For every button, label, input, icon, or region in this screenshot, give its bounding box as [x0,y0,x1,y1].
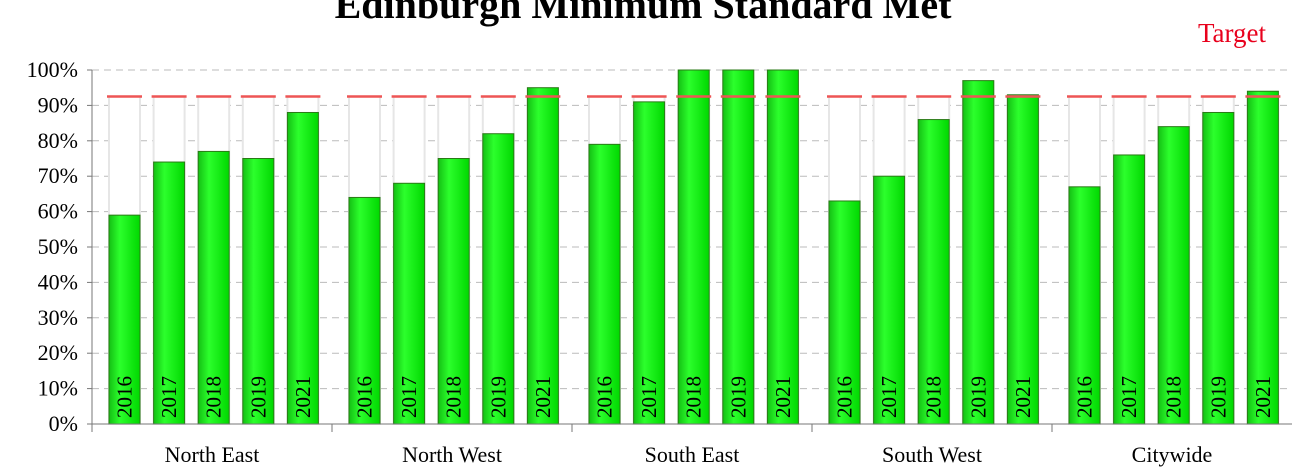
data-bar [526,87,559,425]
year-label: 2018 [922,376,946,418]
year-label: 2019 [486,376,510,418]
y-tick-label: 70% [38,163,78,188]
data-bar [197,150,230,425]
data-bar [153,161,186,425]
category-label: Citywide [1132,442,1213,467]
year-label: 2016 [593,376,617,418]
y-tick-label: 80% [38,128,78,153]
bars [108,69,1279,425]
y-tick-label: 20% [38,340,78,365]
data-bar [242,158,275,425]
year-label: 2018 [682,376,706,418]
year-label: 2017 [157,376,181,418]
year-label: 2018 [442,376,466,418]
data-bar [108,214,141,425]
data-bar [766,69,799,425]
y-tick-label: 30% [38,305,78,330]
year-label: 2017 [397,376,421,418]
category-label: North East [165,442,260,467]
data-bar [962,80,995,425]
data-bar [722,69,755,425]
x-axis: North East North West South East South West… [92,423,1292,467]
chart-title: Edinburgh Minimum Standard Met [335,0,952,27]
y-tick-label: 0% [49,411,78,436]
data-bar [1113,154,1146,425]
data-bar [1068,186,1101,425]
data-bar [1246,90,1279,425]
year-label: 2021 [1011,376,1035,418]
year-label: 2016 [1073,376,1097,418]
category-label: South West [882,442,982,467]
year-label: 2019 [1206,376,1230,418]
y-tick-label: 90% [38,92,78,117]
data-bar [1202,111,1235,425]
y-tick-label: 100% [27,57,78,82]
data-bar [873,175,906,425]
y-tick-label: 50% [38,234,78,259]
y-tick-label: 40% [38,269,78,294]
year-label: 2021 [771,376,795,418]
data-bar [828,200,861,425]
year-label: 2017 [877,376,901,418]
y-tick-label: 60% [38,199,78,224]
data-bar [588,143,621,425]
year-label: 2019 [966,376,990,418]
year-label: 2018 [202,376,226,418]
data-bar [1006,94,1039,425]
data-bar [348,196,381,425]
year-label: 2017 [637,376,661,418]
year-label: 2021 [1251,376,1275,418]
data-bar [482,133,515,425]
year-label: 2021 [291,376,315,418]
y-tick-label: 10% [38,376,78,401]
year-label: 2016 [833,376,857,418]
year-labels: 2016 2017 2018 2019 2021 2016 2017 2018 2019 2021… [113,376,1275,418]
year-label: 2021 [531,376,555,418]
year-label: 2018 [1162,376,1186,418]
y-axis: 0% 10% 20% 30% 40% 50% 60% 70% 80% 90% 100% [27,57,93,436]
year-label: 2019 [246,376,270,418]
year-label: 2017 [1117,376,1141,418]
year-label: 2016 [113,376,137,418]
data-bar [1157,126,1190,425]
target-legend-label: Target [1198,18,1267,48]
category-label: South East [645,442,740,467]
year-label: 2016 [353,376,377,418]
data-bar [393,182,426,425]
data-bar [633,101,666,425]
category-label: North West [402,442,502,467]
year-label: 2019 [726,376,750,418]
data-bar [677,69,710,425]
